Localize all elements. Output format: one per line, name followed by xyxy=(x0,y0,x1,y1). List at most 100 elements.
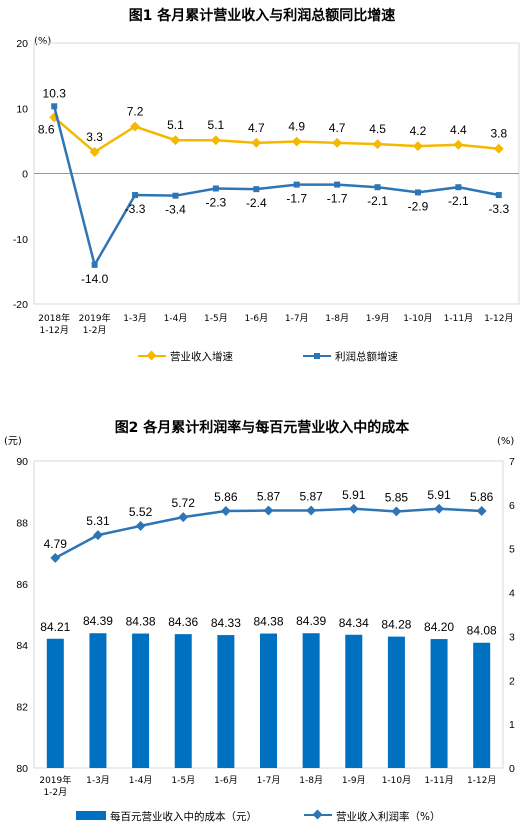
legend-item-revenue-growth[interactable]: 营业收入增速 xyxy=(138,350,233,363)
cost-bar-label: 84.34 xyxy=(339,616,369,630)
data-label-revenue-growth: 4.4 xyxy=(450,123,467,137)
legend-item-profit-margin[interactable]: 营业收入利润率（%） xyxy=(304,809,440,823)
data-point-revenue-growth xyxy=(291,136,302,147)
left-y-tick-label: 86 xyxy=(16,579,28,591)
profit-margin-point xyxy=(50,552,61,563)
right-y-tick-label: 1 xyxy=(509,719,515,731)
cost-bar xyxy=(46,638,64,768)
cost-bar xyxy=(345,634,363,768)
x-tick-label: 2018年 1-12月 xyxy=(38,312,70,336)
x-tick-label: 1-7月 xyxy=(285,313,309,324)
profit-margin-label: 5.85 xyxy=(385,490,409,504)
cost-bar xyxy=(430,639,448,768)
legend-item-cost-per-hundred[interactable]: 每百元营业收入中的成本（元） xyxy=(76,810,257,823)
x-tick-label: 1-8月 xyxy=(299,775,323,786)
legend-label-cost-per-hundred: 每百元营业收入中的成本（元） xyxy=(110,810,257,823)
data-label-profit-growth: -3.3 xyxy=(488,202,509,216)
legend-label-profit-margin: 营业收入利润率（%） xyxy=(336,810,440,823)
profit-margin-point xyxy=(263,505,274,516)
y-tick-label: 20 xyxy=(16,38,28,50)
data-point-revenue-growth xyxy=(210,135,221,146)
x-tick-label: 1-3月 xyxy=(123,313,147,324)
data-point-profit-growth xyxy=(374,184,381,191)
data-point-revenue-growth xyxy=(413,141,423,152)
x-tick-label: 1-4月 xyxy=(129,775,153,786)
data-point-revenue-growth xyxy=(453,139,464,150)
cost-bar-label: 84.36 xyxy=(168,615,198,629)
chart1-unit-label: (%) xyxy=(34,36,51,47)
data-point-profit-growth xyxy=(172,192,179,199)
data-label-revenue-growth: 4.9 xyxy=(288,120,305,134)
x-tick-label: 1-3月 xyxy=(86,775,110,786)
data-label-profit-growth: -2.1 xyxy=(367,194,388,208)
cost-bar-label: 84.20 xyxy=(424,620,454,634)
x-tick-label: 1-12月 xyxy=(484,313,513,324)
profit-margin-label: 5.91 xyxy=(427,488,451,502)
right-y-tick-label: 7 xyxy=(509,456,515,468)
x-tick-label: 1-10月 xyxy=(382,775,411,786)
chart2-legend: 每百元营业收入中的成本（元） 营业收入利润率（%） xyxy=(76,809,440,823)
profit-margin-label: 5.52 xyxy=(129,505,153,519)
profit-margin-line xyxy=(54,507,482,560)
profit-margin-label: 5.86 xyxy=(214,490,238,504)
chart2-right-unit-label: (%) xyxy=(497,436,514,447)
cost-bar xyxy=(132,633,150,768)
left-y-tick-label: 84 xyxy=(16,640,28,652)
chart2-x-axis: 2019年 1-2月 1-3月 1-4月 1-5月 1-6月 1-7月 1-8月 1-9月 1-1… xyxy=(39,774,496,798)
y-tick-label: -10 xyxy=(13,234,28,246)
chart2-bars: 84.21 84.39 84.38 84.36 84.33 84.38 84.39 84.34… xyxy=(40,614,497,768)
cost-bar xyxy=(260,633,277,768)
data-point-revenue-growth xyxy=(170,135,181,146)
x-tick-label: 1-10月 xyxy=(403,313,432,324)
x-tick-label: 1-9月 xyxy=(342,775,366,786)
data-label-profit-growth: -3.3 xyxy=(125,202,146,216)
profit-margin-label: 5.87 xyxy=(299,490,323,504)
legend-marker-profit-margin xyxy=(312,809,323,820)
x-tick-label: 1-6月 xyxy=(214,775,238,786)
chart1-series: 8.6 3.3 7.2 5.1 5.1 4.7 4.9 4.7 4.5 4.2 4.4 3.8 10.3… xyxy=(38,86,510,286)
data-point-revenue-growth xyxy=(332,137,343,148)
profit-margin-point xyxy=(135,520,146,531)
data-label-revenue-growth: 7.2 xyxy=(127,105,144,119)
right-y-tick-label: 4 xyxy=(509,588,515,600)
data-point-revenue-growth xyxy=(251,137,262,148)
data-label-profit-growth: -1.7 xyxy=(286,192,307,206)
cost-bar-label: 84.21 xyxy=(40,620,70,634)
cost-bar-label: 84.28 xyxy=(381,618,411,632)
profit-margin-point xyxy=(93,530,103,541)
legend-marker-revenue-growth xyxy=(146,350,157,361)
data-label-revenue-growth: 4.7 xyxy=(329,121,346,135)
x-tick-label: 1-5月 xyxy=(171,775,195,786)
profit-margin-label: 4.79 xyxy=(44,537,68,551)
chart2-right-y-axis: 0 1 2 3 4 5 6 7 xyxy=(509,456,515,775)
profit-margin-point xyxy=(306,505,317,516)
cost-bar-label: 84.39 xyxy=(83,614,113,628)
data-point-profit-growth xyxy=(455,184,462,191)
x-tick-label: 1-9月 xyxy=(366,313,390,324)
legend-label-profit-growth: 利润总额增速 xyxy=(335,350,398,363)
data-label-profit-growth: 10.3 xyxy=(43,86,67,100)
data-label-revenue-growth: 4.2 xyxy=(410,124,427,138)
profit-margin-label: 5.87 xyxy=(257,490,281,504)
data-point-revenue-growth xyxy=(372,139,383,150)
data-label-profit-growth: -2.9 xyxy=(408,199,429,213)
chart2-left-y-axis: 80 82 84 86 88 90 xyxy=(16,456,28,775)
right-y-tick-label: 6 xyxy=(509,500,515,512)
cost-bar xyxy=(89,633,107,768)
cost-bar xyxy=(174,634,192,768)
data-point-profit-growth xyxy=(91,261,98,268)
x-tick-label: 1-8月 xyxy=(325,313,349,324)
profit-margin-point xyxy=(348,503,359,514)
y-tick-label: 0 xyxy=(22,169,28,181)
chart1-y-axis: -20 -10 0 10 20 xyxy=(13,38,28,311)
cost-bar-label: 84.38 xyxy=(253,615,283,629)
left-y-tick-label: 82 xyxy=(16,702,28,714)
profit-margin-label: 5.86 xyxy=(470,490,494,504)
left-y-tick-label: 80 xyxy=(16,763,28,775)
legend-item-profit-growth[interactable]: 利润总额增速 xyxy=(303,350,398,363)
x-tick-label: 1-11月 xyxy=(424,775,453,786)
right-y-tick-label: 0 xyxy=(509,763,515,775)
x-tick-label: 1-7月 xyxy=(257,775,281,786)
data-point-profit-growth xyxy=(51,103,58,110)
